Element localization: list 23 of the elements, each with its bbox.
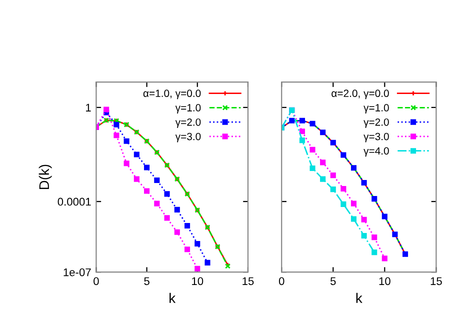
x-tick-label: 5 bbox=[144, 277, 150, 286]
legend-label: γ=3.0 bbox=[364, 132, 389, 142]
legend-label: γ=2.0 bbox=[175, 118, 201, 128]
x-tick-label: 0 bbox=[278, 277, 284, 286]
x-tick-label: 15 bbox=[430, 277, 442, 286]
y-tick-label: 0.0001 bbox=[58, 198, 91, 206]
y-axis-title: D(k) bbox=[38, 164, 52, 190]
legend-label: γ=1.0 bbox=[364, 104, 389, 114]
x-tick-label: 5 bbox=[330, 277, 336, 286]
x-tick-label: 10 bbox=[192, 277, 204, 286]
x-tick-label: 15 bbox=[242, 277, 254, 286]
legend-label: γ=3.0 bbox=[175, 132, 201, 142]
y-tick-label: 1e-07 bbox=[64, 268, 91, 276]
x-tick-label: 0 bbox=[94, 277, 99, 286]
x-tick-label: 10 bbox=[379, 277, 390, 286]
y-tick-label: 1 bbox=[86, 104, 91, 112]
legend-label: γ=1.0 bbox=[175, 104, 201, 114]
legend-label: γ=4.0 bbox=[364, 147, 389, 157]
x-axis-title: k bbox=[170, 292, 176, 303]
x-axis-title: k bbox=[356, 292, 362, 303]
legend-label: α=2.0, γ=0.0 bbox=[332, 90, 389, 100]
legend-label: α=1.0, γ=0.0 bbox=[143, 90, 201, 100]
legend-label: γ=2.0 bbox=[364, 118, 389, 128]
